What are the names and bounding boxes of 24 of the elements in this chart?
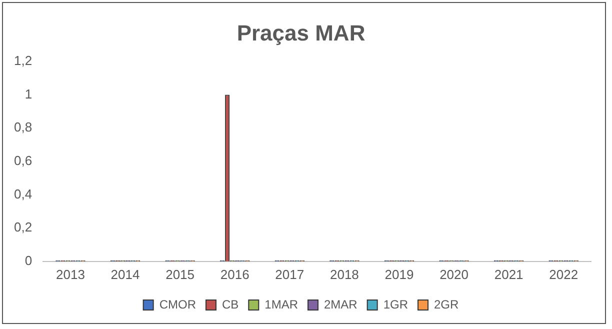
y-tick-label: 1 bbox=[24, 86, 32, 102]
y-tick-label: 0,2 bbox=[14, 220, 32, 235]
x-tick-label: 2015 bbox=[166, 266, 195, 282]
legend-label: 2MAR bbox=[324, 297, 358, 312]
legend-label: 1GR bbox=[383, 297, 408, 312]
y-tick-label: 1,2 bbox=[14, 52, 32, 68]
y-tick-label: 0 bbox=[24, 252, 32, 268]
x-tick-label: 2017 bbox=[275, 266, 304, 282]
x-tick-label: 2016 bbox=[220, 266, 250, 282]
y-tick-label: 0,8 bbox=[14, 120, 32, 135]
x-tick-label: 2022 bbox=[549, 266, 578, 282]
legend-label: CB bbox=[222, 297, 239, 312]
x-tick-label: 2013 bbox=[56, 266, 85, 282]
y-tick-label: 0,6 bbox=[14, 152, 32, 168]
legend-label: 1MAR bbox=[264, 297, 298, 312]
x-tick-label: 2021 bbox=[494, 266, 524, 282]
x-tick-label: 2018 bbox=[330, 266, 359, 282]
x-tick-label: 2020 bbox=[440, 266, 468, 282]
x-tick-label: 2014 bbox=[110, 266, 140, 282]
legend-label: CMOR bbox=[159, 297, 196, 312]
legend-label: 2GR bbox=[434, 297, 460, 312]
y-tick-label: 0,4 bbox=[14, 186, 32, 202]
chart-title: Praças MAR bbox=[236, 20, 366, 46]
x-tick-label: 2019 bbox=[384, 266, 414, 282]
